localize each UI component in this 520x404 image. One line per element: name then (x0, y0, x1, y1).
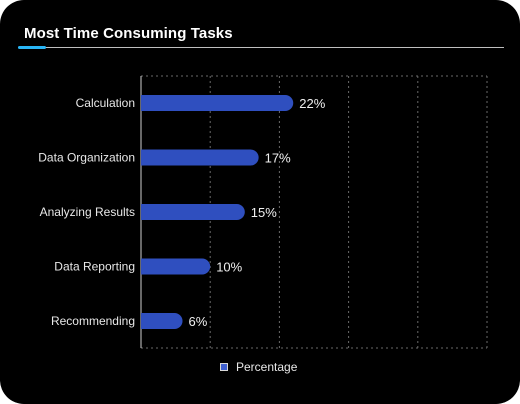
category-label: Data Organization (38, 151, 135, 165)
value-label: 22% (299, 96, 325, 111)
bar-data-organization (141, 149, 259, 166)
bar-data-reporting (141, 258, 211, 275)
legend[interactable]: Percentage (220, 360, 297, 374)
title-underline (18, 47, 504, 48)
value-label: 6% (189, 314, 208, 329)
bar-recommending (141, 313, 183, 329)
category-label: Calculation (76, 96, 135, 110)
value-label: 17% (265, 151, 291, 166)
title-accent (18, 46, 46, 49)
bar-calculation (141, 95, 294, 111)
value-label: 10% (216, 260, 242, 275)
bar-analyzing-results (141, 204, 245, 220)
category-label: Recommending (51, 314, 135, 328)
chart-title: Most Time Consuming Tasks (24, 25, 233, 42)
legend-label: Percentage (236, 360, 298, 374)
value-label: 15% (251, 205, 277, 220)
category-label: Analyzing Results (40, 205, 135, 219)
legend-swatch (220, 363, 228, 371)
category-label: Data Reporting (54, 260, 135, 274)
